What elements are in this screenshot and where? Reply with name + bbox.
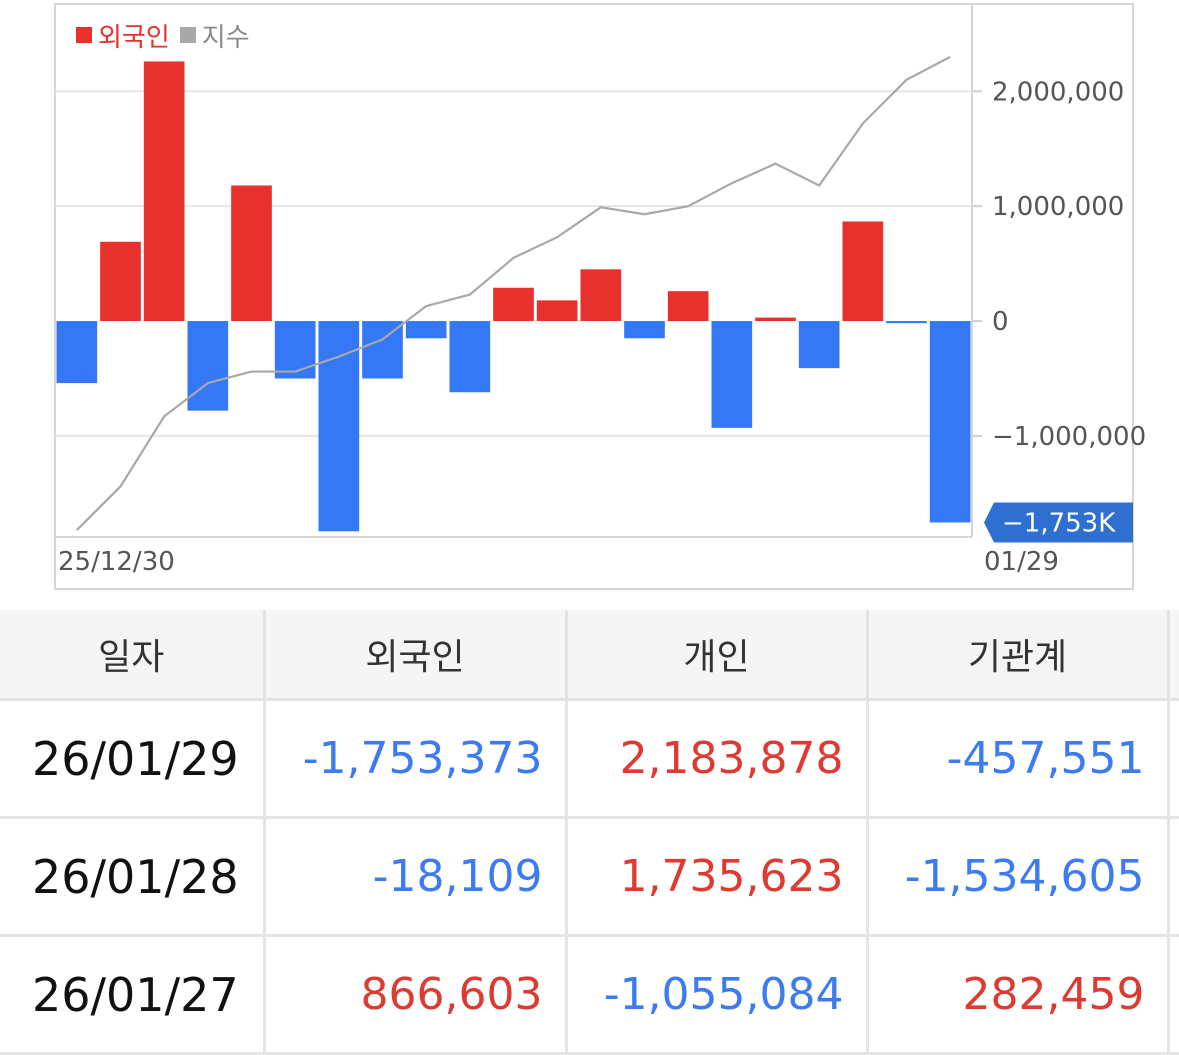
legend-swatch-index (179, 27, 196, 43)
header-institution[interactable]: 기관계 (867, 610, 1170, 701)
foreign-bar[interactable] (798, 321, 840, 369)
y-tick-label: 0 (992, 307, 1009, 337)
cell-foreign: -18,109 (264, 817, 568, 937)
header-date[interactable]: 일자 (0, 610, 266, 701)
cell-overflow (1168, 935, 1179, 1055)
cell-individual: -1,055,084 (566, 935, 869, 1055)
foreign-bar[interactable] (711, 321, 753, 428)
foreign-bar[interactable] (624, 321, 665, 339)
chart-canvas: 2,000,000 1,000,000 0 −1,000,000 −1,753K 25… (54, 3, 1146, 590)
foreign-bar[interactable] (318, 321, 360, 532)
current-value-badge-shape (984, 502, 1133, 543)
cell-institution: -1,534,605 (867, 817, 1170, 937)
foreign-bar[interactable] (449, 321, 491, 393)
chart-legend: 외국인 지수 (76, 17, 260, 54)
header-overflow (1168, 610, 1179, 701)
foreign-bar[interactable] (929, 321, 971, 523)
cell-institution: -457,551 (867, 699, 1170, 819)
bar-series (56, 61, 971, 532)
y-tick-label: 1,000,000 (992, 192, 1124, 222)
foreign-bar[interactable] (580, 269, 622, 322)
x-end-label: 01/29 (984, 547, 1059, 577)
foreign-bar[interactable] (886, 321, 927, 324)
investor-chart: 2,000,000 1,000,000 0 −1,000,000 −1,753K 25… (54, 3, 1146, 590)
plot-frame (54, 3, 1134, 590)
foreign-bar[interactable] (667, 291, 709, 322)
foreign-bar[interactable] (493, 287, 534, 322)
foreign-bar[interactable] (143, 61, 185, 322)
table-row[interactable]: 26/01/27 866,603 -1,055,084 282,459 (0, 935, 1179, 1055)
legend-label-foreign: 외국인 (98, 22, 170, 53)
cell-date: 26/01/29 (0, 699, 266, 819)
table-row[interactable]: 26/01/28 -18,109 1,735,623 -1,534,605 (0, 817, 1179, 937)
x-start-label: 25/12/30 (58, 547, 175, 577)
cell-foreign: 866,603 (264, 935, 568, 1055)
table-row[interactable]: 26/01/29 -1,753,373 2,183,878 -457,551 (0, 699, 1179, 819)
foreign-bar[interactable] (187, 321, 229, 411)
current-value-badge: −1,753K (984, 502, 1133, 543)
legend-swatch-foreign (76, 27, 92, 43)
foreign-bar[interactable] (274, 321, 316, 379)
investor-table: 일자 외국인 개인 기관계 26/01/29 -1,753,373 2,183,… (0, 610, 1179, 1055)
foreign-bar[interactable] (362, 321, 403, 379)
current-value-label: −1,753K (1002, 508, 1116, 538)
legend-label-index: 지수 (201, 22, 250, 53)
foreign-bar[interactable] (755, 317, 796, 322)
header-individual[interactable]: 개인 (566, 610, 869, 701)
foreign-bar[interactable] (100, 241, 141, 322)
foreign-bar[interactable] (405, 321, 447, 339)
cell-overflow (1168, 817, 1179, 937)
legend-item-index[interactable]: 지수 (179, 17, 250, 54)
foreign-bar[interactable] (842, 221, 884, 322)
cell-date: 26/01/28 (0, 817, 266, 937)
foreign-bar[interactable] (231, 185, 272, 322)
index-line (76, 55, 951, 531)
legend-item-foreign[interactable]: 외국인 (76, 17, 170, 54)
index-line-series (76, 55, 951, 531)
cell-individual: 2,183,878 (566, 699, 869, 819)
cell-institution: 282,459 (867, 935, 1170, 1055)
y-tick-label: −1,000,000 (992, 422, 1146, 452)
grid-lines (55, 90, 972, 437)
cell-foreign: -1,753,373 (264, 699, 568, 819)
foreign-bar[interactable] (56, 321, 98, 384)
cell-date: 26/01/27 (0, 935, 266, 1055)
header-foreign[interactable]: 외국인 (264, 610, 568, 701)
cell-individual: 1,735,623 (566, 817, 869, 937)
table-header-row: 일자 외국인 개인 기관계 (0, 610, 1179, 701)
cell-overflow (1168, 699, 1179, 819)
y-axis-ticks: 2,000,000 1,000,000 0 −1,000,000 (972, 77, 1146, 452)
foreign-bar[interactable] (536, 300, 578, 322)
y-tick-label: 2,000,000 (992, 77, 1124, 107)
